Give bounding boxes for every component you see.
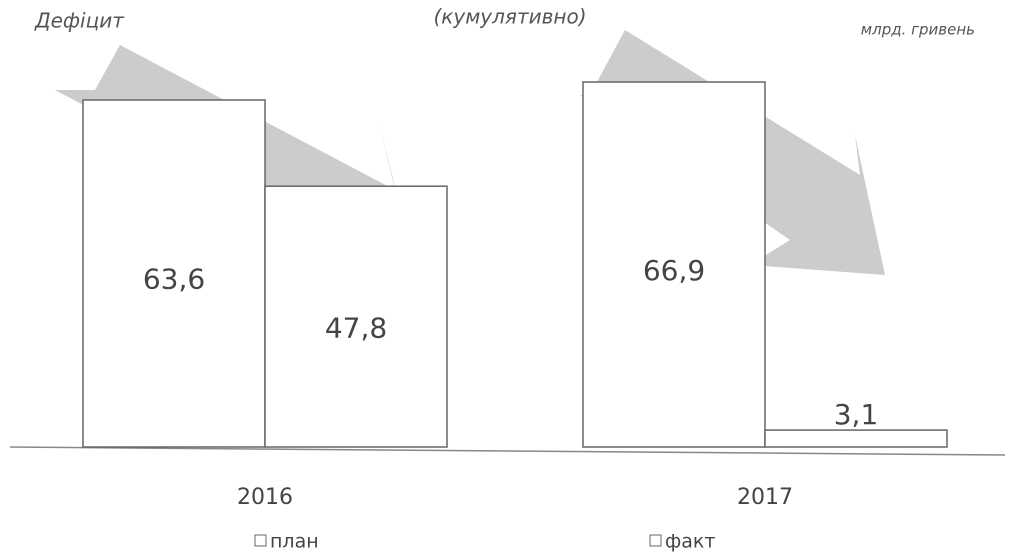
legend-label: факт: [665, 531, 715, 553]
unit-label: млрд. гривень: [861, 21, 975, 39]
baseline: [10, 447, 1005, 455]
chart: Дефіцит (кумулятивно) млрд. гривень 2016…: [0, 0, 1010, 555]
legend-swatch: [255, 535, 266, 546]
data-label: 66,9: [643, 254, 705, 287]
data-label: 47,8: [325, 312, 387, 345]
data-label: 3,1: [834, 398, 879, 431]
x-tick-label: 2016: [237, 485, 293, 510]
legend-swatch: [650, 535, 661, 546]
legend-label: план: [270, 531, 319, 553]
data-label: 63,6: [143, 262, 205, 295]
chart-subtitle: Дефіцит: [34, 9, 125, 33]
bar: [765, 430, 947, 447]
chart-title: (кумулятивно): [433, 5, 586, 29]
x-tick-label: 2017: [737, 485, 793, 510]
